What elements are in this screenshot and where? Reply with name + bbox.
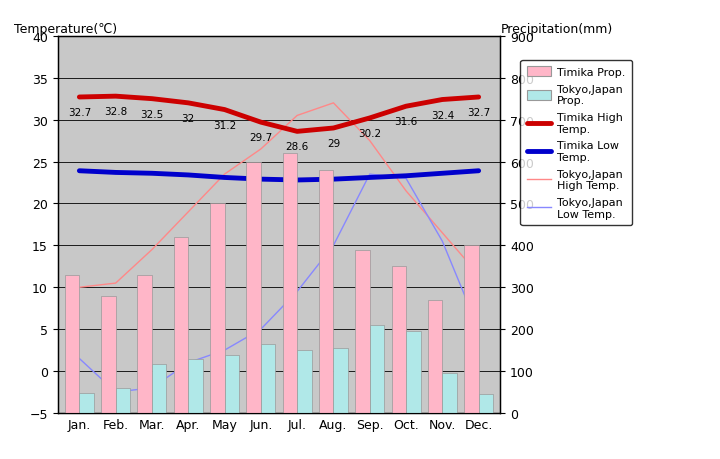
Bar xyxy=(101,296,116,413)
Bar xyxy=(442,373,457,413)
Text: 32.4: 32.4 xyxy=(431,110,454,120)
Bar xyxy=(174,237,188,413)
Bar xyxy=(283,154,297,413)
Legend: Timika Prop., Tokyo,Japan
Prop., Timika High
Temp., Timika Low
Temp., Tokyo,Japa: Timika Prop., Tokyo,Japan Prop., Timika … xyxy=(521,61,632,226)
Text: 29: 29 xyxy=(327,139,340,149)
Bar xyxy=(188,359,203,413)
Bar xyxy=(392,267,406,413)
Text: 32.5: 32.5 xyxy=(140,110,163,119)
Bar xyxy=(246,162,261,413)
Bar xyxy=(333,348,348,413)
Bar xyxy=(479,394,493,413)
Bar xyxy=(464,246,479,413)
Text: 29.7: 29.7 xyxy=(249,133,272,143)
Bar xyxy=(79,393,94,413)
Bar xyxy=(370,325,384,413)
Bar xyxy=(65,275,79,413)
Text: 32.7: 32.7 xyxy=(68,108,91,118)
Text: 32.7: 32.7 xyxy=(467,108,490,118)
Bar xyxy=(406,331,420,413)
Bar xyxy=(355,250,370,413)
Bar xyxy=(210,204,225,413)
Text: 32.8: 32.8 xyxy=(104,107,127,117)
Bar xyxy=(261,344,275,413)
Text: Temperature(℃): Temperature(℃) xyxy=(14,23,117,36)
Bar xyxy=(138,275,152,413)
Bar xyxy=(297,350,312,413)
Bar xyxy=(152,364,166,413)
Text: Precipitation(mm): Precipitation(mm) xyxy=(500,23,613,36)
Text: 31.6: 31.6 xyxy=(395,117,418,127)
Bar xyxy=(116,388,130,413)
Text: 30.2: 30.2 xyxy=(358,129,382,139)
Bar xyxy=(225,355,239,413)
Bar xyxy=(428,300,442,413)
Text: 32: 32 xyxy=(181,114,195,123)
Text: 31.2: 31.2 xyxy=(213,120,236,130)
Bar xyxy=(319,171,333,413)
Text: 28.6: 28.6 xyxy=(286,142,309,152)
